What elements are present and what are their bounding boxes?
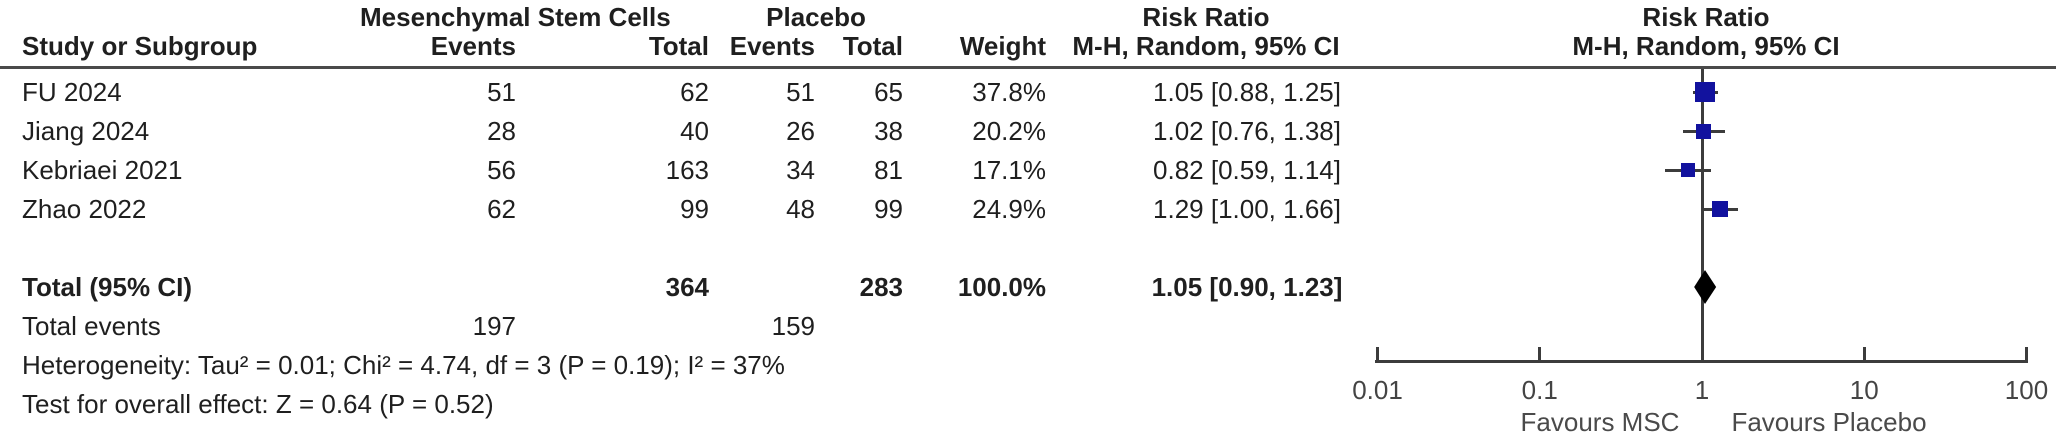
heterogeneity-row: Heterogeneity: Tau² = 0.01; Chi² = 4.74,…	[0, 346, 2056, 384]
header-divider-line	[0, 66, 2056, 69]
column-header-weight: Weight	[959, 31, 1046, 61]
total-ci-text: 1.05 [0.90, 1.23]	[1151, 272, 1343, 302]
column-header-events2: Events	[729, 31, 815, 61]
header-row-columns: Study or Subgroup Events Total Events To…	[0, 27, 2056, 65]
plot-header-ci: M-H, Random, 95% CI	[1572, 31, 1840, 61]
heterogeneity-text: Heterogeneity: Tau² = 0.01; Chi² = 4.74,…	[22, 350, 785, 380]
header-row-groups: Mesenchymal Stem Cells Placebo Risk Rati…	[0, 0, 2056, 36]
placebo-total-events: 159	[771, 311, 815, 341]
placebo-grand-total: 283	[859, 272, 903, 302]
total-events-row: Total events 197 159	[0, 307, 2056, 345]
study-name: Kebriaei 2021	[22, 155, 183, 185]
placebo-total: 81	[874, 155, 903, 185]
msc-total: 40	[680, 116, 709, 146]
risk-ratio-plot-header-text: Risk Ratio	[1642, 2, 1770, 32]
group2-header: Placebo	[766, 2, 866, 32]
table-row: Zhao 2022 62 99 48 99 24.9% 1.29 [1.00, …	[0, 190, 2056, 228]
column-header-study: Study or Subgroup	[22, 31, 258, 61]
weight-value: 24.9%	[972, 194, 1046, 224]
table-row: Jiang 2024 28 40 26 38 20.2% 1.02 [0.76,…	[0, 112, 2056, 150]
msc-grand-total: 364	[665, 272, 709, 302]
total-row: Total (95% CI) 364 283 100.0% 1.05 [0.90…	[0, 268, 2056, 306]
ci-text: 0.82 [0.59, 1.14]	[1153, 155, 1341, 185]
study-name: Zhao 2022	[22, 194, 147, 224]
column-header-total1: Total	[648, 31, 709, 61]
column-header-ci: M-H, Random, 95% CI	[1072, 31, 1340, 61]
weight-value: 37.8%	[972, 77, 1046, 107]
ci-text: 1.29 [1.00, 1.66]	[1153, 194, 1341, 224]
weight-value: 20.2%	[972, 116, 1046, 146]
msc-events: 28	[487, 116, 516, 146]
study-name: Jiang 2024	[22, 116, 150, 146]
risk-ratio-header-text: Risk Ratio	[1142, 2, 1270, 32]
ci-text: 1.05 [0.88, 1.25]	[1153, 77, 1341, 107]
placebo-events: 51	[786, 77, 815, 107]
msc-events: 56	[487, 155, 516, 185]
placebo-total: 65	[874, 77, 903, 107]
msc-events: 62	[487, 194, 516, 224]
table-row: Kebriaei 2021 56 163 34 81 17.1% 0.82 [0…	[0, 151, 2056, 189]
msc-events: 51	[487, 77, 516, 107]
column-header-events1: Events	[430, 31, 516, 61]
column-header-total2: Total	[842, 31, 903, 61]
msc-total: 62	[680, 77, 709, 107]
placebo-events: 48	[786, 194, 815, 224]
study-name: FU 2024	[22, 77, 122, 107]
weight-value: 17.1%	[972, 155, 1046, 185]
total-events-label: Total events	[22, 311, 161, 341]
msc-total: 99	[680, 194, 709, 224]
overall-effect-text: Test for overall effect: Z = 0.64 (P = 0…	[22, 389, 494, 419]
msc-total: 163	[665, 155, 709, 185]
placebo-events: 26	[786, 116, 815, 146]
placebo-total: 99	[874, 194, 903, 224]
total-weight: 100.0%	[957, 272, 1046, 302]
ci-text: 1.02 [0.76, 1.38]	[1153, 116, 1341, 146]
overall-effect-row: Test for overall effect: Z = 0.64 (P = 0…	[0, 385, 2056, 423]
total-label: Total (95% CI)	[22, 272, 192, 302]
table-row: FU 2024 51 62 51 65 37.8% 1.05 [0.88, 1.…	[0, 73, 2056, 111]
placebo-events: 34	[786, 155, 815, 185]
group1-header: Mesenchymal Stem Cells	[360, 2, 671, 32]
placebo-total: 38	[874, 116, 903, 146]
msc-total-events: 197	[472, 311, 516, 341]
